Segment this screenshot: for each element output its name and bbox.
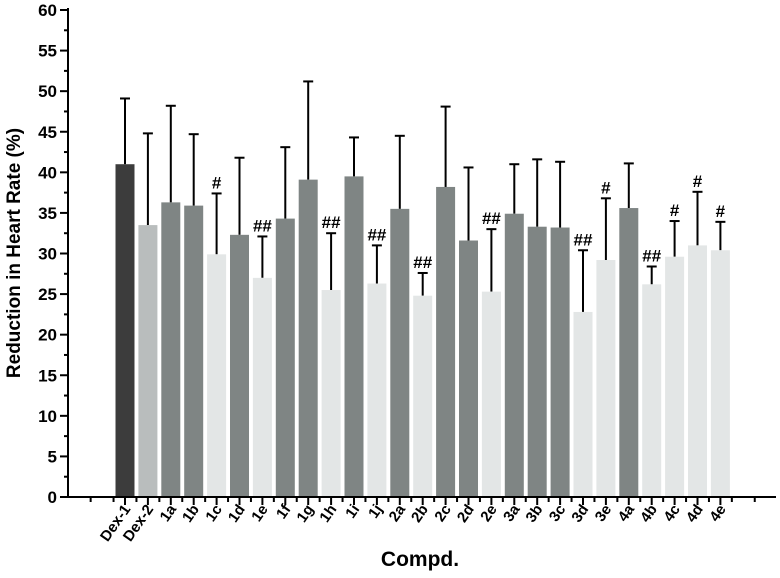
- bar: [665, 256, 685, 497]
- significance-label: ##: [253, 216, 272, 235]
- x-tick-label: 1e: [248, 502, 271, 525]
- significance-label: #: [716, 202, 726, 221]
- x-tick-label: 4a: [615, 501, 639, 525]
- x-tick-label: 4c: [660, 502, 683, 525]
- x-tick-label: 1i: [342, 502, 363, 522]
- bar: [207, 254, 227, 497]
- bar: [115, 164, 135, 497]
- bar: [367, 283, 387, 497]
- x-tick-label: 1h: [316, 502, 340, 526]
- y-tick-label: 15: [38, 366, 57, 385]
- bar: [642, 284, 662, 497]
- x-tick-label: 2d: [454, 502, 478, 526]
- bar: [573, 311, 593, 497]
- x-tick-label: 4e: [706, 502, 729, 525]
- y-tick-label: 10: [38, 407, 57, 426]
- significance-label: ##: [482, 209, 501, 228]
- x-tick-label: 2a: [386, 501, 410, 525]
- bar: [619, 208, 639, 497]
- bar: [504, 213, 524, 497]
- x-tick-label: 1b: [179, 502, 203, 526]
- y-tick-label: 5: [48, 447, 57, 466]
- x-tick-label: 1a: [157, 501, 181, 525]
- x-tick-label: 4d: [683, 502, 707, 526]
- y-tick-label: 45: [38, 123, 57, 142]
- y-tick-label: 55: [38, 42, 57, 61]
- bar: [550, 227, 570, 497]
- y-tick-label: 50: [38, 82, 57, 101]
- x-tick-label: 4b: [637, 502, 661, 526]
- y-tick-label: 25: [38, 285, 57, 304]
- x-tick-label: 2b: [408, 502, 432, 526]
- x-tick-label: 1g: [294, 502, 318, 526]
- bar: [688, 245, 707, 497]
- significance-label: ##: [322, 213, 341, 232]
- x-tick-label: 1c: [202, 502, 225, 525]
- x-tick-label: 2e: [477, 502, 500, 525]
- x-tick-label: 3b: [523, 502, 547, 526]
- significance-label: ##: [367, 225, 386, 244]
- significance-label: #: [212, 173, 222, 192]
- x-tick-label: 3a: [500, 501, 524, 525]
- y-tick-label: 40: [38, 163, 57, 182]
- bar: [321, 290, 341, 497]
- x-tick-label: 1j: [365, 502, 386, 522]
- significance-label: #: [601, 178, 611, 197]
- y-tick-label: 0: [48, 488, 57, 507]
- bar: [481, 291, 501, 497]
- y-tick-label: 60: [38, 1, 57, 20]
- x-tick-label: 3e: [592, 502, 615, 525]
- bar: [230, 234, 249, 497]
- y-tick-label: 20: [38, 326, 57, 345]
- bar: [459, 240, 478, 497]
- bar: [184, 205, 204, 497]
- significance-label: #: [693, 172, 703, 191]
- x-tick-label: 1d: [225, 502, 249, 526]
- bar: [710, 250, 730, 497]
- x-tick-label: 2c: [431, 502, 454, 525]
- bar: [436, 186, 456, 497]
- bar: [413, 295, 433, 497]
- significance-label: ##: [642, 246, 661, 265]
- y-tick-label: 30: [38, 245, 57, 264]
- bar: [596, 259, 616, 497]
- bar: [390, 208, 410, 497]
- bar: [275, 218, 295, 497]
- bar: [161, 202, 181, 498]
- y-tick-label: 35: [38, 204, 57, 223]
- bar: [344, 176, 364, 497]
- significance-label: #: [670, 201, 680, 220]
- significance-label: ##: [413, 253, 432, 272]
- x-axis-label: Compd.: [381, 548, 459, 571]
- bar: [252, 277, 272, 497]
- bar: [298, 179, 318, 497]
- x-tick-label: 1f: [273, 501, 295, 522]
- significance-label: ##: [574, 230, 593, 249]
- bar: [527, 226, 547, 497]
- y-axis-label: Reduction in Heart Rate (%): [4, 128, 25, 378]
- x-tick-label: 3c: [546, 502, 569, 525]
- x-tick-label: 3d: [568, 502, 592, 526]
- bar: [138, 225, 158, 497]
